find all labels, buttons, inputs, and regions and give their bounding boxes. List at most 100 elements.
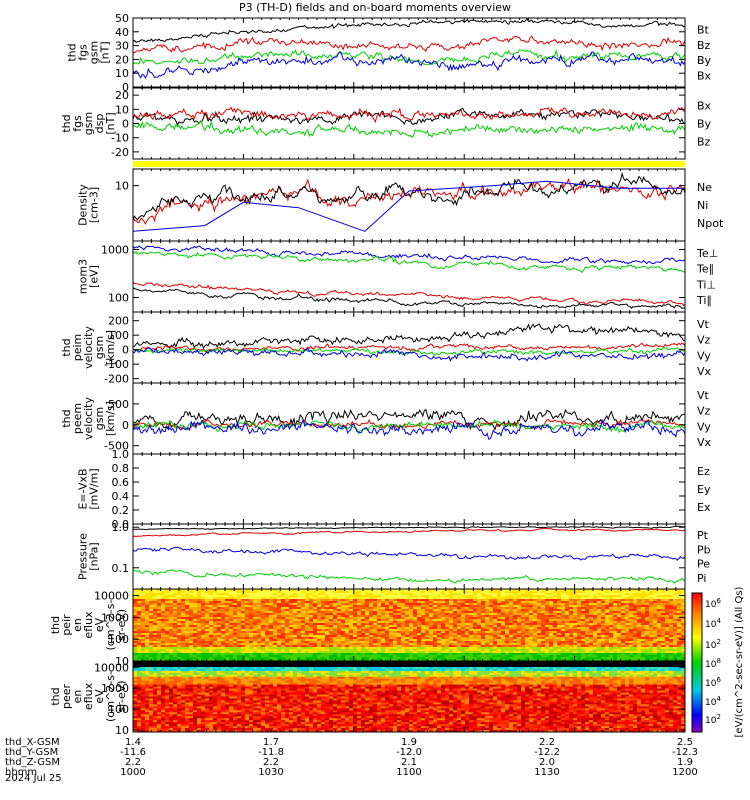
legend-Ey: Ey	[697, 483, 711, 496]
legend-Te⊥: Te⊥	[696, 247, 718, 260]
page-title: P3 (TH-D) fields and on-board moments ov…	[238, 1, 512, 14]
footer-row-label: thd_X-GSM	[5, 737, 60, 748]
y-tick-label: 0.4	[112, 490, 130, 503]
legend-Vz: Vz	[697, 334, 711, 347]
y-label-line: velocity	[82, 326, 95, 369]
quality-flag-bar	[133, 161, 685, 167]
series-Bx	[132, 107, 686, 126]
footer-value: 1.4	[125, 737, 141, 748]
y-label-line: [nT]	[99, 41, 112, 63]
legend-Ez: Ez	[697, 465, 710, 478]
y-tick-label: 0.6	[112, 476, 130, 489]
y-label-line: thd	[49, 687, 62, 705]
y-label-line: [km/s]	[104, 401, 117, 436]
series-Bz	[132, 106, 686, 124]
y-label-line: peer	[60, 684, 73, 710]
series-Te∥	[132, 287, 686, 309]
y-tick-label: 10	[115, 724, 129, 737]
footer-row-label: thd_Y-GSM	[5, 747, 58, 758]
y-label-line: peim	[71, 334, 84, 362]
series-Te⊥	[132, 281, 686, 307]
y-label-line: [cm-3]	[88, 187, 101, 223]
y-label-line: thd	[60, 409, 73, 427]
footer-value: 2.2	[263, 757, 279, 768]
footer-date: 2024 Jul 25	[5, 773, 62, 784]
y-label-line: (cm^2-s-	[104, 671, 117, 722]
colorbar-tick: 106	[705, 597, 721, 610]
y-label-line: dsp	[93, 114, 106, 134]
y-label-line: eV	[93, 617, 106, 632]
legend-Vz: Vz	[697, 405, 711, 418]
y-tick-label: 10	[115, 103, 129, 116]
y-label-line: gsm	[93, 336, 106, 359]
y-tick-label: 0	[122, 419, 129, 432]
y-tick-label: 10000	[94, 590, 129, 603]
series-Ni	[132, 171, 686, 221]
legend-Pb: Pb	[697, 543, 711, 556]
y-tick-label: 500	[108, 398, 129, 411]
y-label-line: thd	[60, 338, 73, 356]
y-label-line: en	[71, 618, 84, 632]
y-label-line: Density	[77, 184, 90, 226]
y-tick-label: -10	[111, 132, 129, 145]
legend-Ti∥: Ti∥	[696, 294, 712, 307]
series-Ti⊥	[132, 245, 686, 265]
footer-value: -12.0	[396, 747, 422, 758]
y-label-line: en	[71, 690, 84, 704]
footer-row-label: thd_Z-GSM	[5, 757, 60, 768]
y-axis-label: mom3[eV]	[77, 259, 101, 294]
series-Ti∥	[132, 251, 686, 274]
y-tick-label: -100	[104, 358, 129, 371]
legend-Bt: Bt	[697, 24, 710, 37]
y-tick-label: 0.1	[112, 562, 130, 575]
y-label-line: [eV]	[88, 265, 101, 288]
footer-value: -12.2	[534, 747, 560, 758]
y-tick-label: 0.8	[112, 462, 130, 475]
series-Pi	[132, 546, 686, 561]
series-Ne	[132, 177, 686, 225]
y-label-line: thd	[60, 114, 73, 132]
y-tick-label: 1000	[101, 682, 129, 695]
y-tick-label: 0.2	[112, 504, 130, 517]
colorbar-tick: 102	[705, 713, 721, 726]
y-tick-label: 100	[108, 329, 129, 342]
y-label-line: eflux	[82, 682, 95, 710]
y-label-line: fgs	[77, 44, 90, 61]
y-tick-label: 10	[115, 180, 129, 193]
series-Pt	[133, 525, 686, 531]
y-label-line: E=-VxB	[77, 468, 90, 509]
y-tick-label: 100	[108, 633, 129, 646]
y-tick-label: 0	[122, 118, 129, 131]
footer-value: 2.5	[677, 737, 693, 748]
panel-frame	[132, 168, 686, 242]
y-tick-label: 100	[108, 292, 129, 305]
y-label-line: sr-eV)	[115, 680, 128, 712]
y-tick-label: 1000	[101, 243, 129, 256]
legend-Ti⊥: Ti⊥	[696, 278, 716, 291]
colorbar-tick: 104	[705, 695, 721, 708]
panel-10: 10000 1000 100 10 thdpeerenefluxeV(cm^2-s-sr…	[49, 660, 686, 737]
y-label-line: Pressure	[77, 533, 90, 580]
y-tick-label: 10	[115, 67, 129, 80]
y-tick-label: 1.0	[112, 521, 130, 534]
legend-Bx: Bx	[697, 70, 712, 83]
footer-row-label: hhmm	[5, 767, 37, 778]
panel-frame	[132, 453, 686, 525]
y-tick-label: 0	[122, 344, 129, 357]
y-tick-label: 50	[115, 12, 129, 25]
legend-Pi: Pi	[697, 572, 706, 585]
legend-Bz: Bz	[697, 39, 711, 52]
y-tick-label: -200	[104, 373, 129, 386]
footer-value: 1000	[120, 767, 145, 778]
legend-Te∥: Te∥	[696, 263, 714, 276]
series-Vy	[132, 419, 686, 435]
colorbar-tick: 108	[705, 657, 721, 670]
y-axis-label: Density[cm-3]	[77, 184, 101, 226]
